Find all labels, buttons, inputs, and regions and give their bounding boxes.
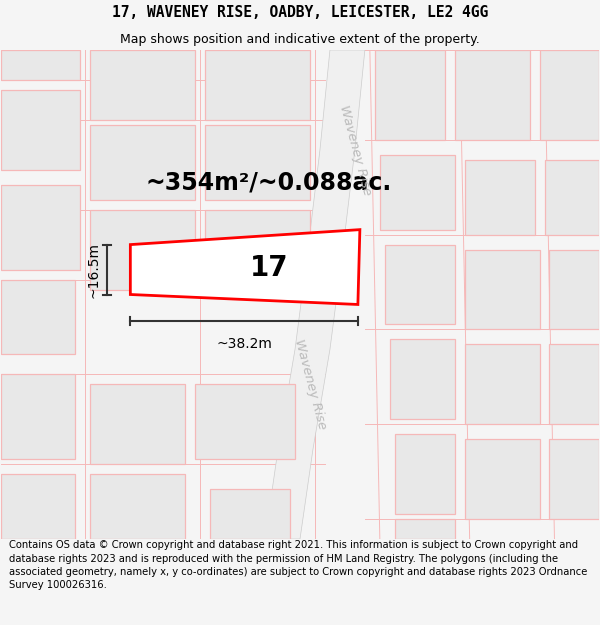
Text: Waveney Rise: Waveney Rise bbox=[337, 103, 373, 196]
Polygon shape bbox=[380, 155, 455, 229]
Polygon shape bbox=[205, 125, 310, 200]
Text: Map shows position and indicative extent of the property.: Map shows position and indicative extent… bbox=[120, 32, 480, 46]
Polygon shape bbox=[1, 185, 80, 269]
Text: ~38.2m: ~38.2m bbox=[216, 338, 272, 351]
Polygon shape bbox=[1, 374, 76, 459]
Polygon shape bbox=[130, 229, 360, 304]
Polygon shape bbox=[205, 209, 310, 284]
Polygon shape bbox=[464, 249, 539, 329]
Text: 17: 17 bbox=[250, 254, 289, 282]
Polygon shape bbox=[550, 249, 599, 329]
Polygon shape bbox=[195, 384, 295, 459]
Polygon shape bbox=[1, 279, 76, 354]
Polygon shape bbox=[550, 344, 599, 424]
Polygon shape bbox=[390, 339, 455, 419]
Polygon shape bbox=[395, 434, 455, 514]
Polygon shape bbox=[464, 344, 539, 424]
Polygon shape bbox=[385, 244, 455, 324]
Polygon shape bbox=[464, 439, 539, 519]
Polygon shape bbox=[210, 489, 290, 539]
Text: 17, WAVENEY RISE, OADBY, LEICESTER, LE2 4GG: 17, WAVENEY RISE, OADBY, LEICESTER, LE2 … bbox=[112, 5, 488, 20]
Polygon shape bbox=[91, 384, 185, 464]
Text: Waveney Rise: Waveney Rise bbox=[292, 338, 328, 431]
Polygon shape bbox=[205, 50, 310, 120]
Polygon shape bbox=[91, 474, 185, 539]
Polygon shape bbox=[550, 439, 599, 519]
Polygon shape bbox=[91, 50, 195, 120]
Polygon shape bbox=[91, 209, 195, 289]
Text: ~16.5m: ~16.5m bbox=[86, 241, 100, 298]
Polygon shape bbox=[395, 519, 455, 539]
Polygon shape bbox=[464, 160, 535, 234]
Polygon shape bbox=[265, 50, 365, 539]
Polygon shape bbox=[375, 50, 445, 140]
Text: ~354m²/~0.088ac.: ~354m²/~0.088ac. bbox=[145, 171, 392, 195]
Polygon shape bbox=[91, 125, 195, 200]
Polygon shape bbox=[1, 50, 80, 80]
Polygon shape bbox=[545, 160, 599, 234]
Polygon shape bbox=[455, 50, 530, 140]
Text: Contains OS data © Crown copyright and database right 2021. This information is : Contains OS data © Crown copyright and d… bbox=[9, 541, 587, 590]
Polygon shape bbox=[1, 90, 80, 170]
Polygon shape bbox=[539, 50, 599, 140]
Polygon shape bbox=[1, 474, 76, 539]
